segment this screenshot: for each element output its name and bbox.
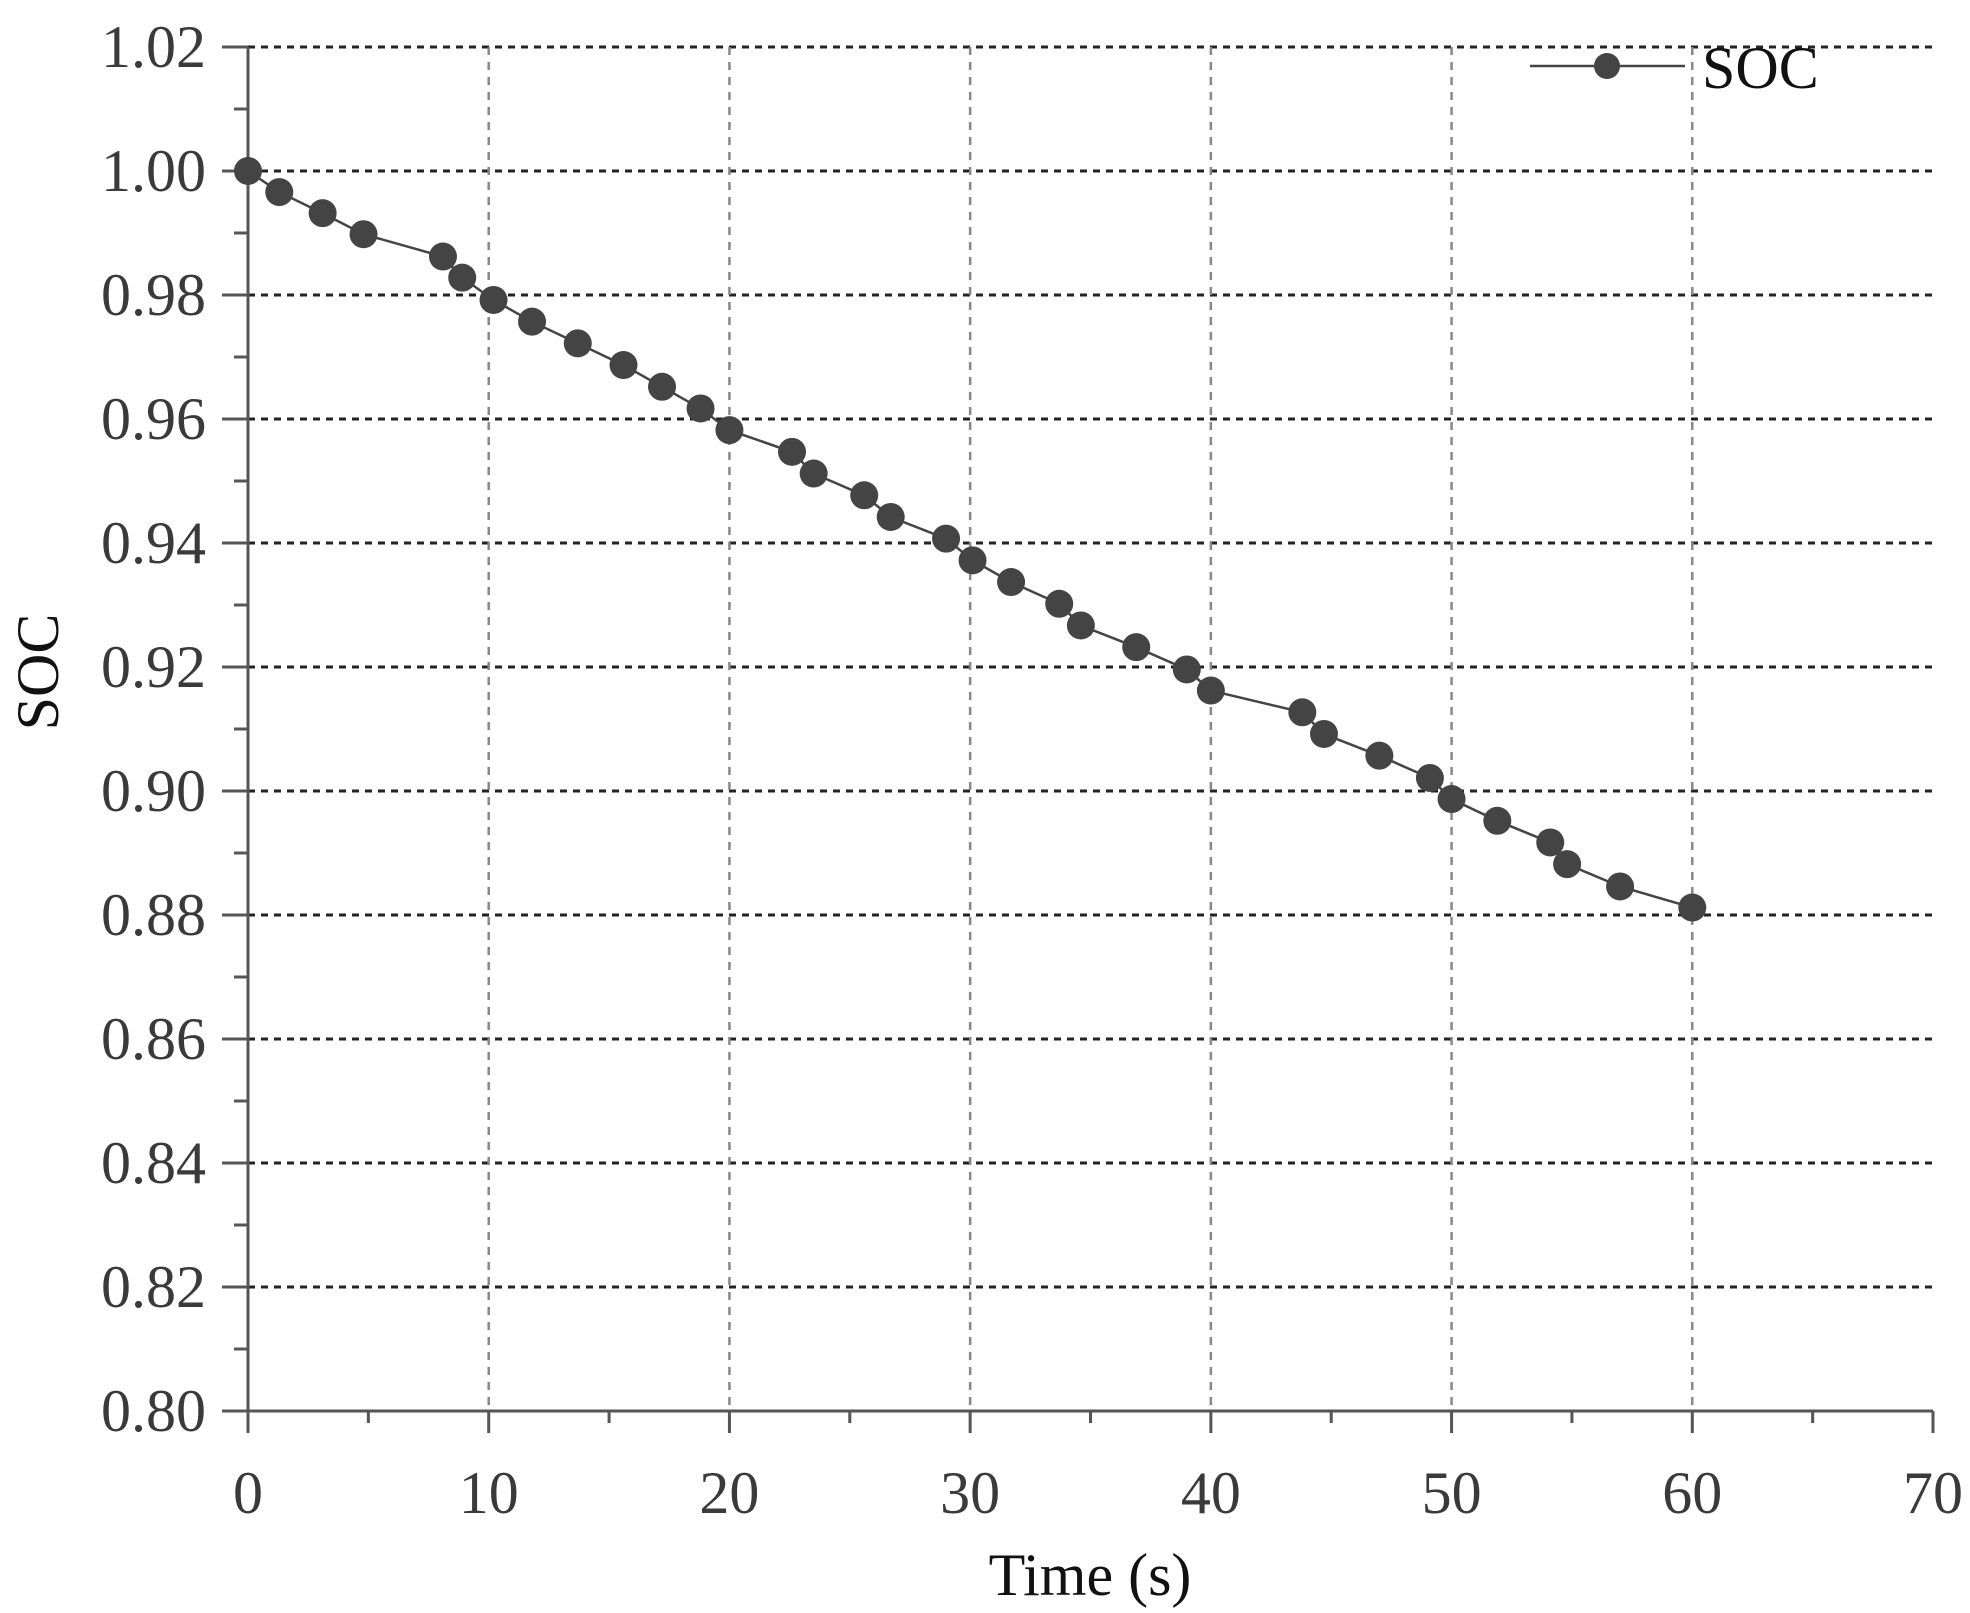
y-tick-label-4: 0.88 [101,882,206,948]
data-point-19 [997,568,1026,597]
x-tick-label-5: 50 [1422,1460,1482,1526]
data-point-30 [1483,806,1512,835]
data-point-8 [563,329,592,358]
data-point-6 [479,285,508,314]
x-tick-label-7: 70 [1903,1460,1963,1526]
y-tick-label-1: 0.82 [101,1254,206,1320]
data-point-13 [778,437,807,466]
data-point-21 [1066,611,1095,640]
data-point-29 [1437,785,1466,814]
data-point-28 [1415,763,1444,792]
data-point-31 [1536,828,1565,857]
data-point-33 [1606,872,1635,901]
y-tick-label-7: 0.94 [101,510,206,576]
x-axis-title: Time (s) [989,1542,1192,1608]
data-point-15 [850,481,879,510]
data-point-1 [265,178,294,207]
y-tick-label-5: 0.90 [101,758,206,824]
y-axis-title: SOC [5,614,71,731]
axis-ticks [222,45,1935,1433]
legend: SOC [1530,35,1819,101]
data-point-4 [428,242,457,271]
data-point-3 [349,220,378,249]
data-point-12 [715,416,744,445]
x-tick-label-0: 0 [233,1460,263,1526]
data-point-17 [932,524,961,553]
data-point-10 [648,372,677,401]
data-point-7 [518,307,547,336]
axes [246,47,1933,1413]
data-point-32 [1553,850,1582,879]
data-point-5 [448,263,477,292]
x-tick-label-3: 30 [940,1460,1000,1526]
x-tick-label-1: 10 [459,1460,519,1526]
y-tick-label-2: 0.84 [101,1130,206,1196]
data-point-14 [799,459,828,488]
legend-label-soc: SOC [1702,35,1819,101]
x-tick-label-2: 20 [699,1460,759,1526]
data-point-2 [308,199,337,228]
y-tick-label-10: 1.00 [101,138,206,204]
x-tick-label-6: 60 [1662,1460,1722,1526]
y-tick-label-6: 0.92 [101,634,206,700]
tick-labels: 0.80 0.82 0.84 0.86 0.88 0.90 0.92 0.94 0.96 0.98… [101,14,1963,1526]
data-point-23 [1172,655,1201,684]
data-point-11 [686,394,715,423]
data-point-27 [1365,741,1394,770]
y-tick-label-9: 0.98 [101,262,206,328]
y-tick-label-11: 1.02 [101,14,206,80]
y-tick-label-0: 0.80 [101,1378,206,1444]
y-tick-label-8: 0.96 [101,386,206,452]
x-tick-label-4: 40 [1181,1460,1241,1526]
data-point-34 [1678,893,1707,922]
data-point-24 [1196,676,1225,705]
data-point-9 [609,351,638,380]
data-series [234,157,1707,922]
data-point-25 [1288,698,1317,727]
y-tick-label-3: 0.86 [101,1006,206,1072]
data-point-22 [1122,633,1151,662]
data-point-0 [234,157,262,185]
data-point-20 [1045,589,1074,618]
grid-lines [248,45,1933,1411]
data-point-26 [1309,719,1338,748]
data-point-18 [958,546,987,575]
data-point-16 [876,502,905,531]
legend-marker [1594,53,1620,79]
